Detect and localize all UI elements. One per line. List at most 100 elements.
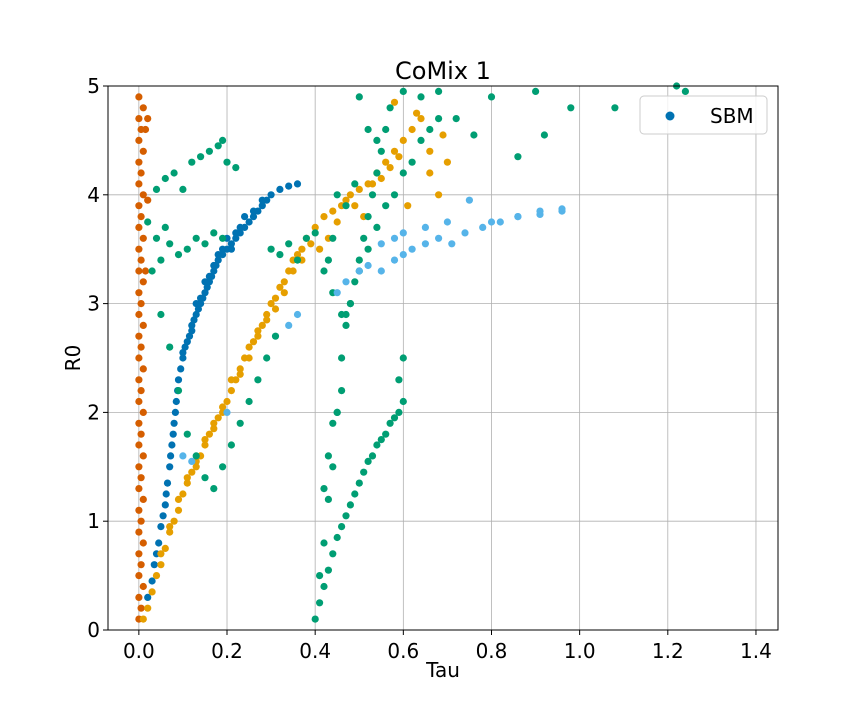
data-point bbox=[271, 305, 280, 313]
data-point bbox=[382, 125, 390, 134]
data-point bbox=[408, 125, 416, 134]
data-point bbox=[135, 550, 143, 558]
data-point bbox=[514, 153, 522, 161]
data-point bbox=[170, 169, 178, 177]
x-tick-label: 0.8 bbox=[476, 639, 508, 663]
data-point bbox=[139, 495, 147, 503]
y-tick-label: 4 bbox=[87, 183, 100, 207]
data-point bbox=[219, 234, 227, 242]
x-tick-label: 1.2 bbox=[652, 639, 684, 663]
data-point bbox=[320, 539, 328, 547]
data-point bbox=[364, 125, 372, 134]
data-point bbox=[254, 332, 262, 340]
data-point bbox=[139, 234, 147, 242]
data-point bbox=[174, 495, 183, 503]
data-point bbox=[166, 463, 174, 471]
data-point bbox=[399, 397, 407, 406]
x-tick-label: 0.0 bbox=[123, 639, 155, 663]
data-point bbox=[245, 397, 253, 406]
data-point bbox=[174, 506, 183, 514]
data-point bbox=[174, 387, 183, 395]
data-point bbox=[135, 332, 143, 340]
data-point bbox=[536, 210, 544, 218]
data-point bbox=[135, 572, 143, 580]
data-point bbox=[179, 452, 187, 460]
data-point bbox=[267, 300, 275, 308]
data-point bbox=[285, 182, 293, 190]
data-point bbox=[214, 256, 222, 264]
data-point bbox=[276, 283, 284, 291]
data-point bbox=[172, 397, 180, 406]
data-point bbox=[399, 87, 407, 95]
data-point bbox=[417, 136, 425, 144]
data-point bbox=[223, 408, 231, 416]
data-point bbox=[443, 158, 451, 166]
data-point bbox=[183, 245, 191, 253]
data-point bbox=[351, 278, 359, 286]
data-point bbox=[210, 267, 218, 275]
data-point bbox=[382, 158, 390, 166]
data-point bbox=[161, 544, 169, 553]
data-point bbox=[421, 223, 429, 231]
data-point bbox=[179, 354, 187, 362]
data-point bbox=[135, 180, 143, 188]
data-point bbox=[681, 87, 690, 95]
data-point bbox=[364, 261, 372, 270]
data-point bbox=[338, 523, 346, 531]
series-0 bbox=[144, 180, 302, 602]
data-point bbox=[236, 370, 244, 378]
data-point bbox=[426, 169, 434, 177]
data-point bbox=[320, 485, 328, 493]
data-point bbox=[161, 501, 169, 509]
data-point bbox=[157, 310, 165, 319]
data-point bbox=[139, 365, 147, 373]
data-point bbox=[205, 430, 213, 438]
data-point bbox=[404, 202, 412, 210]
legend: SBM bbox=[639, 95, 768, 135]
data-point bbox=[135, 463, 143, 471]
data-point bbox=[188, 158, 196, 166]
data-point bbox=[139, 452, 147, 460]
data-point bbox=[210, 485, 218, 493]
data-point bbox=[443, 218, 451, 226]
data-point bbox=[435, 191, 443, 199]
data-point bbox=[192, 452, 200, 460]
data-point bbox=[201, 441, 209, 449]
data-point bbox=[205, 147, 213, 155]
data-point bbox=[139, 104, 147, 112]
ticks: 0.0 0.2 0.4 0.6 0.8 1.0 1.2 1.4 0 1 2 3 4 5 bbox=[87, 74, 772, 663]
data-point bbox=[448, 240, 456, 248]
data-point bbox=[342, 321, 350, 329]
data-point bbox=[307, 240, 315, 248]
data-point bbox=[181, 343, 189, 351]
data-point bbox=[351, 490, 359, 498]
data-point bbox=[452, 115, 460, 123]
data-point bbox=[219, 136, 227, 144]
legend-box bbox=[639, 95, 768, 135]
data-point bbox=[249, 338, 258, 346]
data-point bbox=[210, 419, 218, 427]
data-point bbox=[567, 104, 575, 112]
data-point bbox=[223, 397, 231, 406]
data-point bbox=[139, 147, 147, 155]
data-point bbox=[214, 251, 222, 259]
data-point bbox=[137, 169, 145, 177]
data-point bbox=[201, 289, 209, 297]
data-point bbox=[390, 191, 399, 199]
data-point bbox=[346, 300, 354, 308]
data-point bbox=[169, 430, 177, 438]
data-point bbox=[333, 289, 341, 297]
data-point bbox=[183, 474, 191, 482]
data-point bbox=[157, 256, 165, 264]
x-tick-label: 0.6 bbox=[387, 639, 419, 663]
x-axis-title: Tau bbox=[425, 658, 460, 682]
data-point bbox=[324, 256, 332, 264]
series-4 bbox=[179, 196, 566, 465]
data-point bbox=[333, 408, 341, 416]
data-point bbox=[170, 517, 178, 525]
data-point bbox=[188, 327, 196, 335]
data-point bbox=[377, 174, 385, 183]
data-point bbox=[139, 278, 147, 286]
data-point bbox=[214, 414, 222, 422]
